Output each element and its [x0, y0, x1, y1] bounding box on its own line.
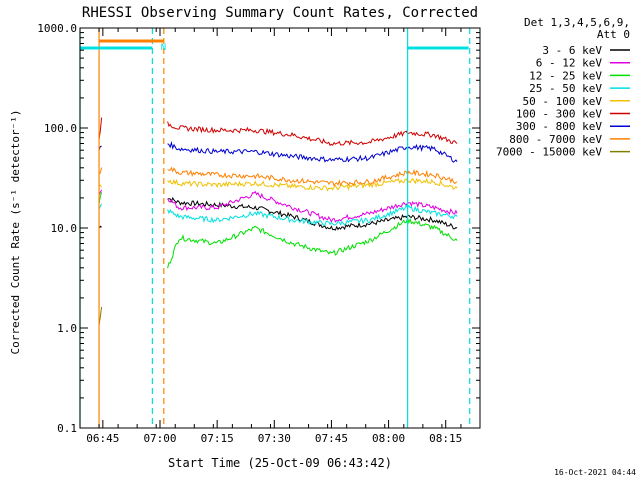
legend-label: 300 - 800 keV	[516, 120, 602, 133]
y-tick-label: 10.0	[51, 222, 78, 235]
legend-label: 25 - 50 keV	[529, 82, 602, 95]
x-tick-label: 08:15	[429, 432, 462, 445]
plot-area: N 0.1 1.0 10.0 100.0 1000.0 06:45 07:00 07:15 07:…	[37, 22, 481, 445]
x-axis-label: Start Time (25-Oct-09 06:43:42)	[168, 456, 392, 470]
y-tick-label: 1000.0	[37, 22, 77, 35]
legend-label: 3 - 6 keV	[542, 44, 602, 57]
legend-label: 100 - 300 keV	[516, 108, 602, 121]
x-tick-label: 07:30	[258, 432, 291, 445]
legend-label: 12 - 25 keV	[529, 69, 602, 82]
x-tick-label: 07:00	[143, 432, 176, 445]
legend-label: 50 - 100 keV	[523, 95, 603, 108]
legend-header-attenuator: Att 0	[597, 28, 630, 41]
legend-header-detectors: Det 1,3,4,5,6,9,	[524, 16, 630, 29]
y-axis-label: Corrected Count Rate (s⁻¹ detector⁻¹)	[9, 109, 22, 354]
legend-label: 800 - 7000 keV	[509, 133, 602, 146]
chart-title: RHESSI Observing Summary Count Rates, Co…	[82, 5, 478, 21]
x-tick-label: 07:45	[315, 432, 348, 445]
y-tick-label: 1.0	[57, 322, 77, 335]
y-tick-label: 100.0	[44, 122, 77, 135]
flag-label: N	[161, 43, 166, 53]
legend-label: 7000 - 15000 keV	[496, 146, 602, 159]
x-tick-label: 07:15	[201, 432, 234, 445]
legend-label: 6 - 12 keV	[536, 57, 603, 70]
x-tick-label: 08:00	[372, 432, 405, 445]
x-tick-label: 06:45	[86, 432, 119, 445]
y-tick-label: 0.1	[57, 422, 77, 435]
timestamp: 16-Oct-2021 04:44	[554, 468, 636, 477]
series-line	[99, 307, 370, 328]
plot-frame	[79, 27, 481, 429]
